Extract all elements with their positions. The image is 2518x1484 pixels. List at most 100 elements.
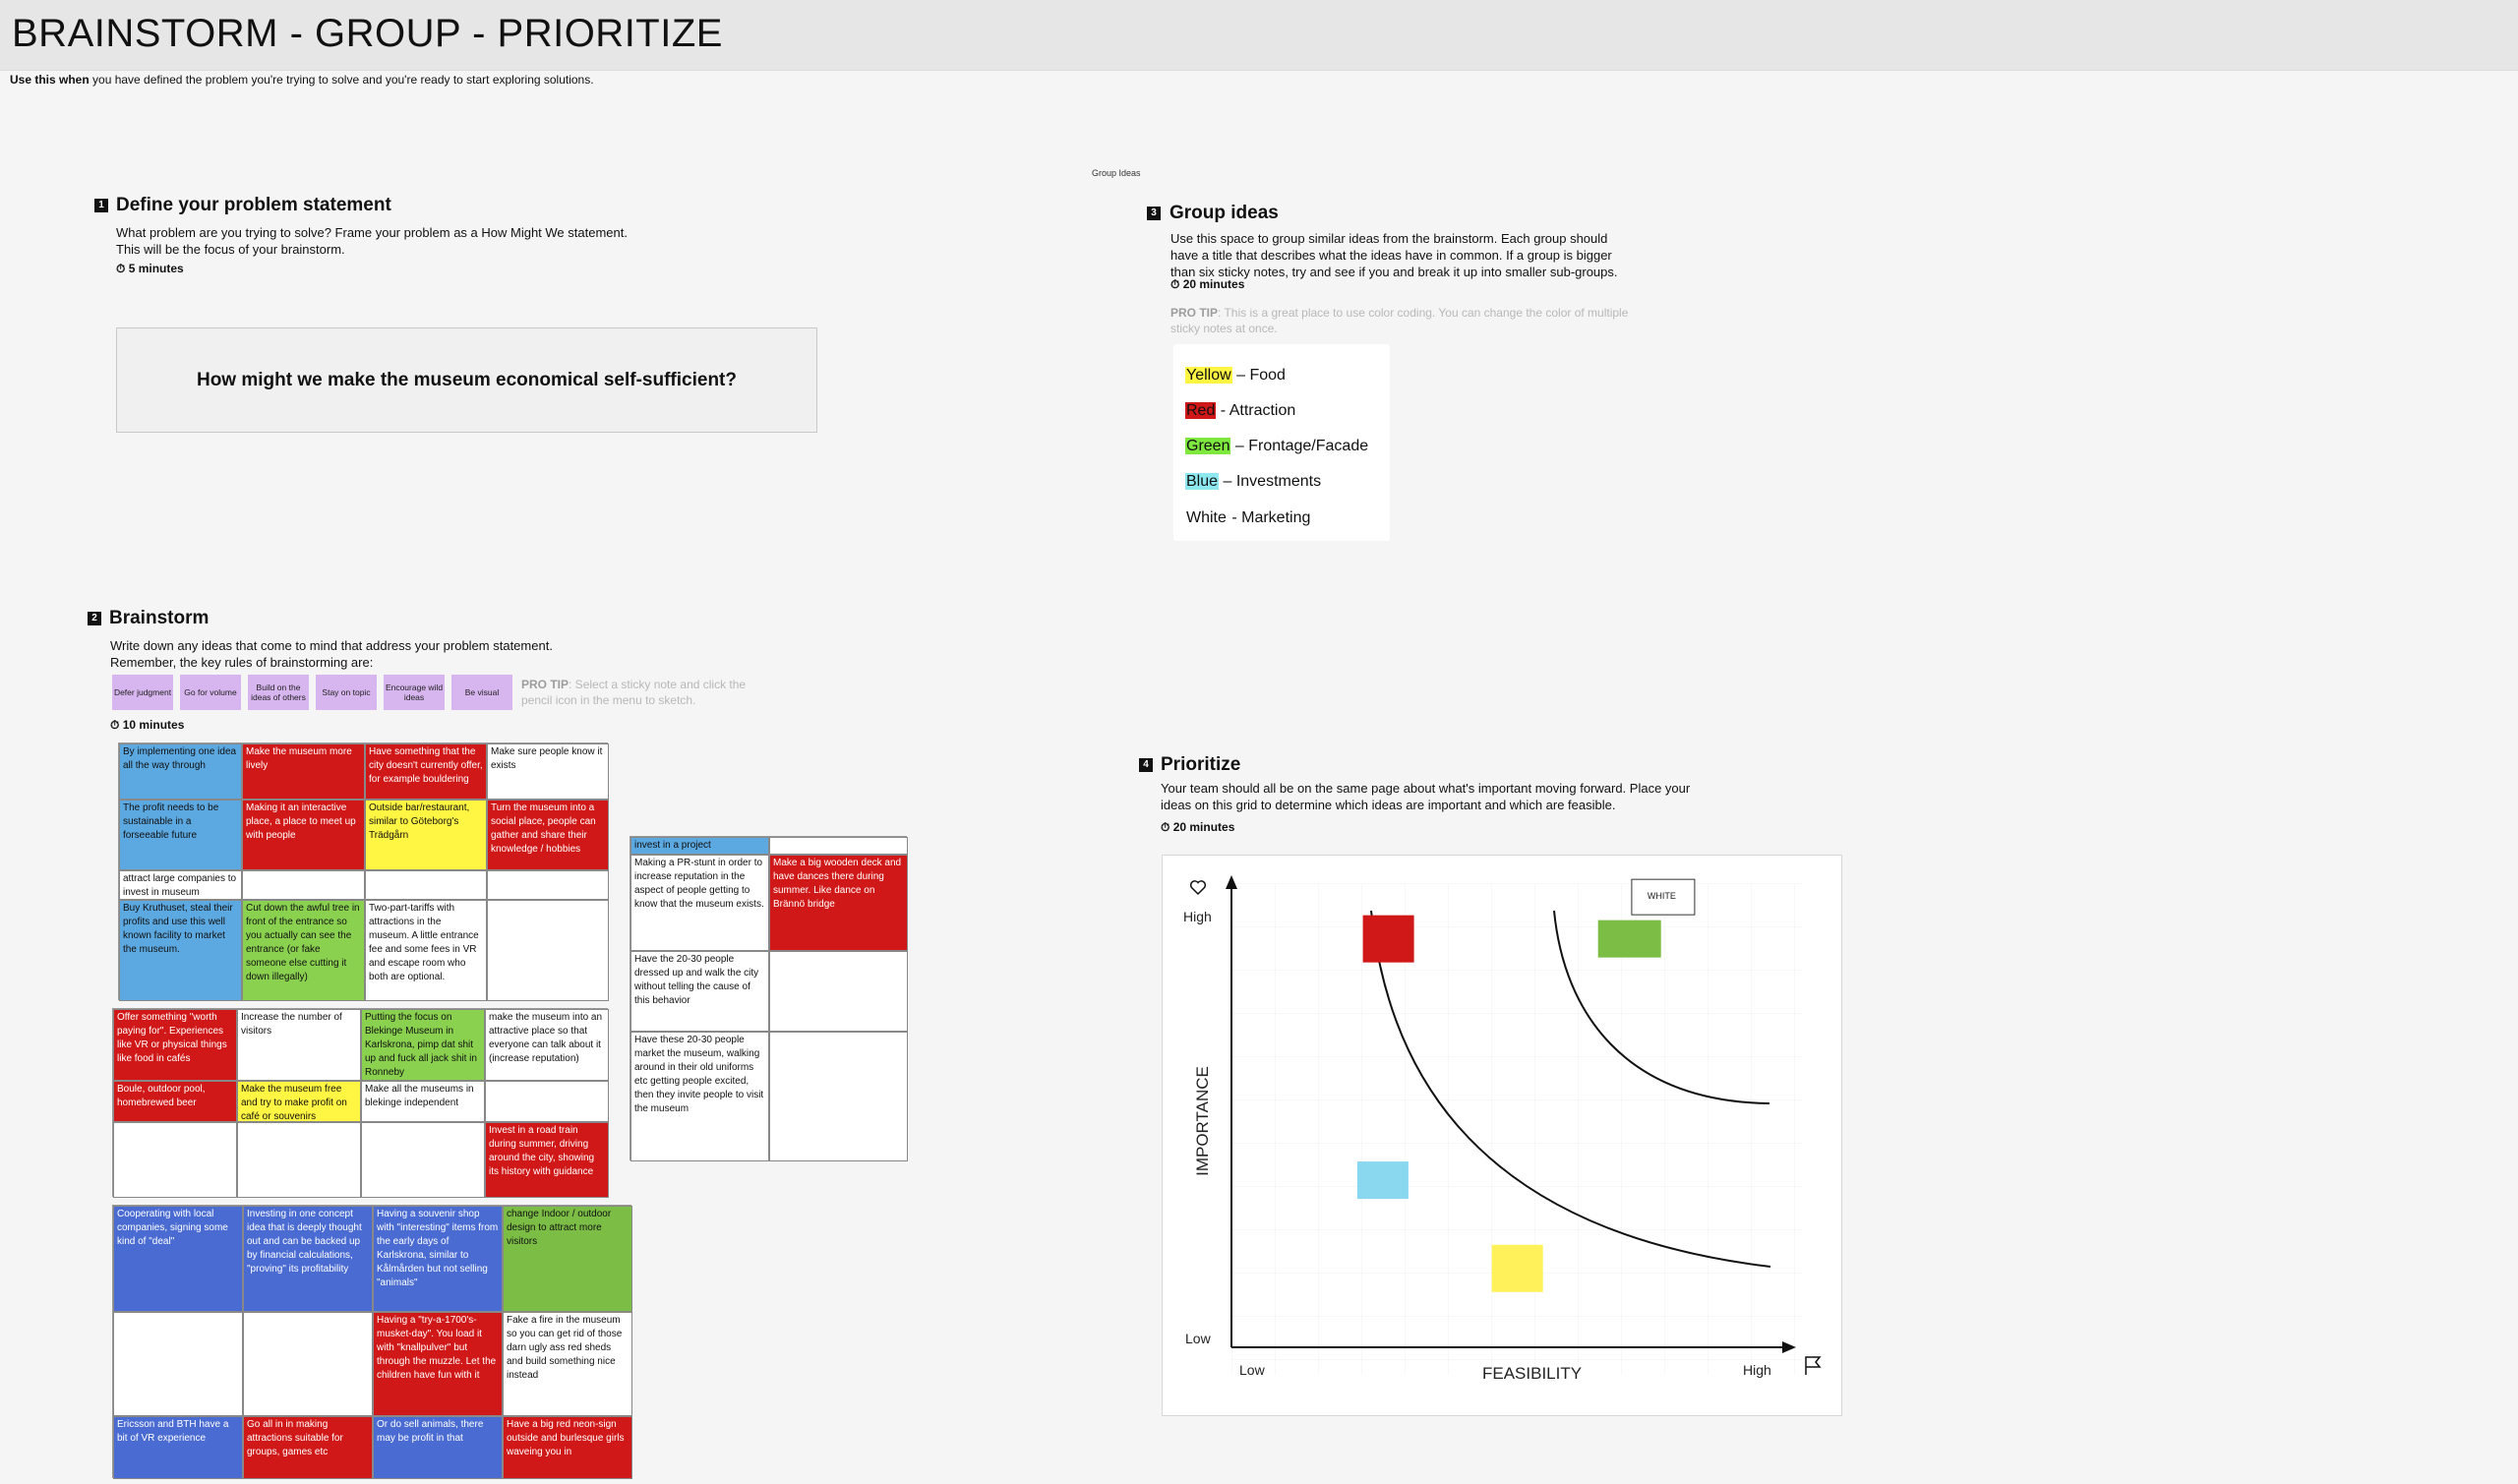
- grid-c-sticky-note[interactable]: Putting the focus on Blekinge Museum in …: [361, 1009, 485, 1081]
- step-2-timer-text: 10 minutes: [122, 718, 185, 732]
- problem-statement-text: How might we make the museum economical …: [196, 369, 737, 390]
- step-1-description: What problem are you trying to solve? Fr…: [116, 224, 667, 258]
- sticky-grid-d: Cooperating with local companies, signin…: [112, 1205, 632, 1479]
- priority-sticky-note[interactable]: [1356, 1161, 1409, 1200]
- timer-icon: ⏱: [1170, 277, 1183, 291]
- step-4-timer-text: 20 minutes: [1172, 820, 1235, 834]
- grid-a-sticky-note[interactable]: By implementing one idea all the way thr…: [119, 743, 242, 800]
- step-3-pro-tip: PRO TIP: This is a great place to use co…: [1170, 305, 1633, 336]
- pro-tip-label: PRO TIP: [1170, 306, 1219, 320]
- grid-a-sticky-note[interactable]: Have something that the city doesn't cur…: [365, 743, 487, 800]
- y-axis-high-label: High: [1183, 909, 1212, 924]
- grid-c-sticky-note[interactable]: Increase the number of visitors: [237, 1009, 361, 1081]
- heart-icon: [1189, 880, 1207, 896]
- grid-a-sticky-note[interactable]: [242, 870, 365, 900]
- usage-note: Use this when you have defined the probl…: [10, 73, 594, 87]
- problem-statement-card[interactable]: How might we make the museum economical …: [116, 327, 817, 433]
- grid-d-sticky-note[interactable]: Having a "try-a-1700's-musket-day". You …: [373, 1312, 503, 1416]
- rule-chip-be-visual[interactable]: Be visual: [451, 675, 512, 710]
- y-axis-arrow: [1226, 875, 1237, 889]
- priority-sticky-note[interactable]: [1597, 920, 1661, 958]
- grid-b-sticky-note[interactable]: [769, 1032, 908, 1161]
- legend-key-yellow: Yellow: [1185, 367, 1232, 384]
- grid-a-sticky-note[interactable]: Two-part-tariffs with attractions in the…: [365, 900, 487, 1001]
- grid-a-sticky-note[interactable]: Buy Kruthuset, steal their profits and u…: [119, 900, 242, 1001]
- priority-sticky-note[interactable]: [1491, 1244, 1543, 1292]
- step-1-desc-line1: What problem are you trying to solve? Fr…: [116, 225, 628, 240]
- grid-d-sticky-note[interactable]: Fake a fire in the museum so you can get…: [503, 1312, 632, 1416]
- grid-a-sticky-note[interactable]: [487, 870, 609, 900]
- grid-a-sticky-note[interactable]: The profit needs to be sustainable in a …: [119, 800, 242, 870]
- grid-b-sticky-note[interactable]: invest in a project: [630, 837, 769, 855]
- step-1-timer-text: 5 minutes: [128, 262, 184, 275]
- grid-c-sticky-note[interactable]: [361, 1122, 485, 1198]
- grid-c-sticky-note[interactable]: Offer something "worth paying for". Expe…: [113, 1009, 237, 1081]
- rule-chip-go-for-volume[interactable]: Go for volume: [180, 675, 241, 710]
- step-1-timer: ⏱ 5 minutes: [116, 262, 184, 276]
- grid-b-sticky-note[interactable]: Make a big wooden deck and have dances t…: [769, 855, 908, 951]
- grid-d-sticky-note[interactable]: Cooperating with local companies, signin…: [113, 1206, 243, 1312]
- legend-key-green: Green: [1185, 438, 1231, 454]
- white-note-label: WHITE: [1647, 891, 1676, 902]
- x-axis-high-label: High: [1743, 1362, 1771, 1378]
- step-1-desc-line2: This will be the focus of your brainstor…: [116, 242, 345, 257]
- grid-b-sticky-note[interactable]: Have the 20-30 people dressed up and wal…: [630, 951, 769, 1032]
- grid-c-sticky-note[interactable]: Make the museum free and try to make pro…: [237, 1081, 361, 1122]
- grid-c-sticky-note[interactable]: Make all the museums in blekinge indepen…: [361, 1081, 485, 1122]
- grid-b-sticky-note[interactable]: [769, 837, 908, 855]
- grid-a-sticky-note[interactable]: Outside bar/restaurant, similar to Göteb…: [365, 800, 487, 870]
- step-1-title: Define your problem statement: [116, 195, 391, 215]
- step-2-number: 2: [88, 612, 101, 625]
- priority-sticky-note[interactable]: [1362, 915, 1414, 963]
- rule-chip-defer-judgment[interactable]: Defer judgment: [112, 675, 173, 710]
- legend-key-red: Red: [1185, 402, 1217, 419]
- grid-d-sticky-note[interactable]: Having a souvenir shop with "interesting…: [373, 1206, 503, 1312]
- grid-a-sticky-note[interactable]: [365, 870, 487, 900]
- step-4-description: Your team should all be on the same page…: [1161, 781, 1691, 812]
- grid-a-sticky-note[interactable]: Make sure people know it exists: [487, 743, 609, 800]
- grid-b-sticky-note[interactable]: [769, 951, 908, 1032]
- grid-c-sticky-note[interactable]: [485, 1081, 609, 1122]
- grid-d-sticky-note[interactable]: [243, 1312, 373, 1416]
- grid-d-sticky-note[interactable]: Have a big red neon-sign outside and bur…: [503, 1416, 632, 1479]
- grid-b-sticky-note[interactable]: Making a PR-stunt in order to increase r…: [630, 855, 769, 951]
- grid-c-sticky-note[interactable]: Boule, outdoor pool, homebrewed beer: [113, 1081, 237, 1122]
- timer-icon: ⏱: [1161, 820, 1173, 834]
- step-3-timer: ⏱ 20 minutes: [1170, 277, 1244, 292]
- grid-c-sticky-note[interactable]: make the museum into an attractive place…: [485, 1009, 609, 1081]
- grid-a-sticky-note[interactable]: Making it an interactive place, a place …: [242, 800, 365, 870]
- timer-icon: ⏱: [116, 262, 129, 275]
- step-2-desc-line1: Write down any ideas that come to mind t…: [110, 638, 553, 653]
- sticky-grid-a: By implementing one idea all the way thr…: [118, 742, 609, 1001]
- grid-d-sticky-note[interactable]: [113, 1312, 243, 1416]
- grid-d-sticky-note[interactable]: change Indoor / outdoor design to attrac…: [503, 1206, 632, 1312]
- grid-d-sticky-note[interactable]: Ericsson and BTH have a bit of VR experi…: [113, 1416, 243, 1479]
- legend-key-white: White: [1185, 509, 1228, 526]
- grid-a-sticky-note[interactable]: Make the museum more lively: [242, 743, 365, 800]
- legend-row-blue: Blue – Investments: [1185, 473, 1321, 491]
- usage-note-bold: Use this when: [10, 73, 90, 87]
- flag-icon: [1805, 1356, 1822, 1375]
- grid-c-sticky-note[interactable]: [237, 1122, 361, 1198]
- grid-d-sticky-note[interactable]: Investing in one concept idea that is de…: [243, 1206, 373, 1312]
- grid-a-sticky-note[interactable]: Turn the museum into a social place, peo…: [487, 800, 609, 870]
- rule-chip-build-on-ideas[interactable]: Build on the ideas of others: [248, 675, 309, 710]
- sticky-grid-c: Offer something "worth paying for". Expe…: [112, 1008, 609, 1198]
- grid-b-sticky-note[interactable]: Have these 20-30 people market the museu…: [630, 1032, 769, 1161]
- group-ideas-caption: Group Ideas: [1092, 168, 1141, 178]
- grid-d-sticky-note[interactable]: Go all in in making attractions suitable…: [243, 1416, 373, 1479]
- grid-a-sticky-note[interactable]: attract large companies to invest in mus…: [119, 870, 242, 900]
- curve-upper: [1553, 910, 1770, 1104]
- notes-layer: [1356, 878, 1696, 1292]
- rule-chip-stay-on-topic[interactable]: Stay on topic: [316, 675, 377, 710]
- grid-a-sticky-note[interactable]: [487, 900, 609, 1001]
- rule-chip-encourage-wild-ideas[interactable]: Encourage wild ideas: [384, 675, 445, 710]
- pro-tip-text: : Select a sticky note and click the pen…: [521, 678, 747, 707]
- grid-c-sticky-note[interactable]: [113, 1122, 237, 1198]
- x-axis-arrow: [1782, 1341, 1796, 1353]
- priority-sticky-note[interactable]: [1631, 878, 1696, 916]
- grid-d-sticky-note[interactable]: Or do sell animals, there may be profit …: [373, 1416, 503, 1479]
- grid-a-sticky-note[interactable]: Cut down the awful tree in front of the …: [242, 900, 365, 1001]
- step-4-number: 4: [1139, 758, 1153, 772]
- grid-c-sticky-note[interactable]: Invest in a road train during summer, dr…: [485, 1122, 609, 1198]
